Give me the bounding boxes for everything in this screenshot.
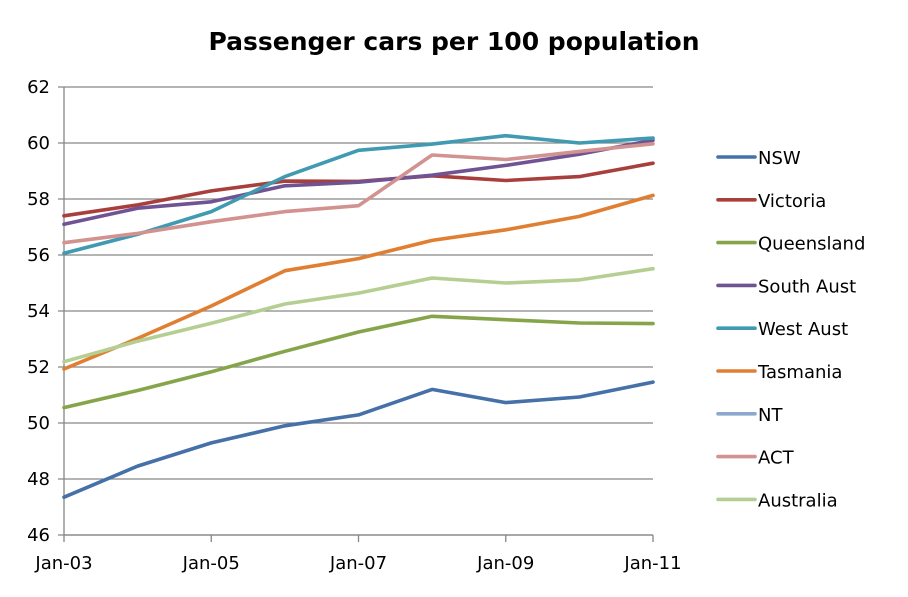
- legend-item-nt: NT: [716, 405, 783, 426]
- series-line-australia: [62, 266, 655, 364]
- legend-item-west-aust: West Aust: [716, 319, 848, 340]
- series-line-west-aust: [62, 133, 655, 256]
- legend-label: South Aust: [758, 276, 856, 297]
- series-line-tasmania: [62, 193, 655, 371]
- axes: 46 48 50 52 54 56 58 60 62 Jan-03 Jan-05 Jan-07 Jan-…: [27, 77, 681, 574]
- legend-label: NSW: [758, 148, 801, 169]
- x-tick-label: Jan-05: [182, 553, 240, 574]
- legend-item-act: ACT: [716, 448, 795, 469]
- chart-title: Passenger cars per 100 population: [209, 27, 700, 56]
- legend-item-south-aust: South Aust: [716, 276, 856, 297]
- x-tick-label: Jan-03: [34, 553, 92, 574]
- legend: NSW Victoria Queensland South Aust West Aust…: [716, 148, 865, 511]
- legend-item-tasmania: Tasmania: [716, 362, 842, 383]
- legend-label: Australia: [758, 490, 838, 511]
- legend-item-nsw: NSW: [716, 148, 801, 169]
- y-tick-label: 62: [27, 77, 50, 98]
- series-line-nsw: [62, 380, 655, 500]
- series-lines: [62, 133, 655, 500]
- legend-label: Queensland: [758, 234, 865, 255]
- legend-item-australia: Australia: [716, 490, 838, 511]
- gridlines: [58, 86, 653, 536]
- legend-label: West Aust: [758, 319, 848, 340]
- legend-item-victoria: Victoria: [716, 191, 826, 212]
- x-tick-label: Jan-09: [476, 553, 534, 574]
- x-tick-label: Jan-11: [623, 553, 681, 574]
- y-tick-label: 56: [27, 245, 50, 266]
- y-tick-label: 48: [27, 469, 50, 490]
- legend-item-queensland: Queensland: [716, 234, 865, 255]
- y-tick-label: 58: [27, 189, 50, 210]
- y-tick-label: 60: [27, 133, 50, 154]
- series-line-queensland: [62, 314, 655, 410]
- series-line-act: [62, 142, 655, 245]
- y-tick-label: 52: [27, 357, 50, 378]
- y-tick-label: 50: [27, 413, 50, 434]
- legend-label: Tasmania: [757, 362, 842, 383]
- series-line-south-aust: [62, 138, 655, 226]
- y-tick-label: 46: [27, 525, 50, 546]
- x-tick-label: Jan-07: [329, 553, 387, 574]
- y-tick-label: 54: [27, 301, 50, 322]
- legend-label: Victoria: [758, 191, 826, 212]
- legend-label: ACT: [758, 448, 795, 469]
- legend-label: NT: [758, 405, 783, 426]
